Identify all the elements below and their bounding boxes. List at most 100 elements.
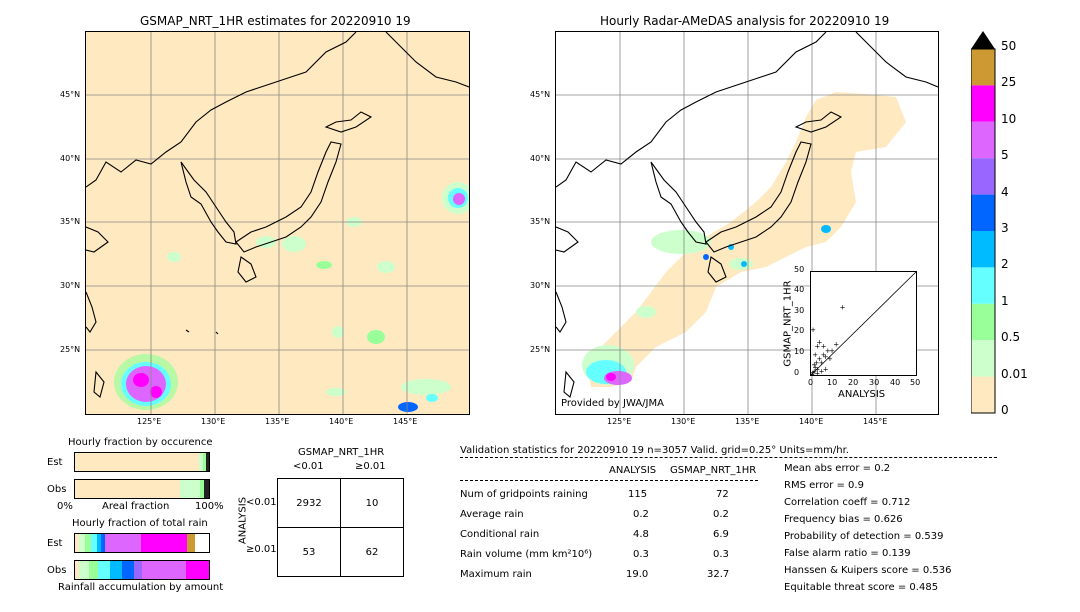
scatter-ytick: 0 — [794, 368, 800, 377]
scatter-point: + — [811, 361, 817, 369]
validation-col-divider — [460, 480, 758, 481]
left-lat-label: 25°N — [60, 345, 81, 354]
left-lon-label: 140°E — [329, 417, 354, 426]
scatter-ytick: 20 — [794, 326, 805, 335]
scatter-point: + — [827, 355, 833, 363]
scatter-point: + — [823, 365, 829, 373]
contingency-cell: 2932 — [277, 478, 341, 528]
scatter-point: + — [833, 341, 839, 349]
occurrence-row-obs: Obs — [47, 484, 67, 495]
colorbar-segment — [971, 85, 995, 122]
right-lon-label: 135°E — [735, 417, 760, 426]
occurrence-axis-left: 0% — [57, 501, 73, 512]
scatter-xtick: 40 — [890, 378, 901, 387]
right-lon-label: 130°E — [671, 417, 696, 426]
contingency-cell: 53 — [277, 527, 341, 577]
score: Frequency bias = 0.626 — [784, 514, 903, 525]
scatter-point: + — [823, 353, 829, 361]
colorbar-label: 2 — [1001, 257, 1009, 272]
stat-analysis: 0.2 — [633, 509, 649, 520]
occurrence-axis-mid: Areal fraction — [102, 501, 170, 512]
left-map — [85, 31, 470, 415]
scatter-xtick: 10 — [827, 378, 838, 387]
radar-credit: Provided by JWA/JMA — [561, 398, 664, 409]
score: RMS error = 0.9 — [784, 480, 864, 491]
scatter-point: + — [840, 304, 846, 312]
accumulation-title: Hourly fraction of total rain — [72, 518, 208, 529]
scatter-point: + — [816, 355, 822, 363]
left-lat-label: 40°N — [60, 154, 81, 163]
colorbar-segment — [971, 376, 995, 413]
right-lon-label: 140°E — [799, 417, 824, 426]
contingency-col-ge: ≥0.01 — [355, 461, 386, 472]
right-lat-label: 40°N — [530, 154, 551, 163]
colorbar-label: 4 — [1001, 184, 1009, 199]
colorbar-segment — [971, 267, 995, 304]
scatter-point: + — [819, 367, 825, 375]
stat-analysis: 0.3 — [633, 549, 649, 560]
left-coastlines — [86, 32, 469, 398]
left-lat-label: 30°N — [60, 281, 81, 290]
colorbar-segment — [971, 194, 995, 231]
score: False alarm ratio = 0.139 — [784, 548, 911, 559]
stat-label: Conditional rain — [460, 529, 540, 540]
right-lat-label: 45°N — [530, 90, 551, 99]
validation-header: Validation statistics for 20220910 19 n=… — [460, 445, 849, 456]
right-lon-label: 125°E — [607, 417, 632, 426]
scatter-point: + — [811, 369, 816, 375]
colorbar-svg — [970, 31, 996, 414]
left-map-title: GSMAP_NRT_1HR estimates for 20220910 19 — [140, 14, 411, 28]
scatter-point: + — [811, 371, 815, 375]
scatter-point: + — [813, 359, 819, 367]
left-lon-label: 125°E — [137, 417, 162, 426]
colorbar-label: 0.5 — [1001, 330, 1021, 345]
stat-analysis: 4.8 — [633, 529, 649, 540]
scatter-ytick: 30 — [794, 306, 805, 315]
colorbar-segment — [971, 49, 995, 86]
right-coastlines — [556, 32, 938, 398]
score: Probability of detection = 0.539 — [784, 531, 944, 542]
colorbar-segment — [971, 340, 995, 377]
stat-gsmap: 0.3 — [713, 549, 729, 560]
scatter-ytick: 10 — [794, 347, 805, 356]
accumulation-row-est: Est — [47, 538, 63, 549]
scatter-point: + — [825, 347, 831, 355]
scatter-xtick: 0 — [808, 378, 814, 387]
colorbar-segment — [971, 121, 995, 159]
colorbar-label: 0 — [1001, 403, 1009, 417]
scatter-inset: + + + + + + + + + + + + + + + + + + + + + + + + — [810, 271, 917, 376]
scatter-point: + — [811, 326, 816, 334]
scatter-point: + — [814, 343, 820, 351]
left-map-canvas — [86, 32, 469, 414]
scatter-point: + — [821, 351, 827, 359]
occurrence-title: Hourly fraction by occurence — [68, 437, 213, 448]
contingency-table: 2932 10 53 62 — [277, 478, 404, 577]
stat-gsmap: 6.9 — [713, 529, 729, 540]
accumulation-bar-obs — [74, 560, 210, 580]
scatter-point: + — [821, 343, 827, 351]
scatter-ylabel: GSMAP_NRT_1HR — [782, 280, 794, 367]
colorbar-label: 0.01 — [1001, 366, 1028, 381]
occurrence-row-est: Est — [47, 457, 63, 468]
left-lon-label: 145°E — [393, 417, 418, 426]
validation-col-analysis: ANALYSIS — [609, 465, 657, 476]
scatter-plot: ++++++++++++++++++++++++ — [811, 272, 916, 375]
right-coverage — [582, 92, 906, 387]
colorbar-segment — [971, 303, 995, 341]
colorbar-segment — [971, 231, 995, 268]
right-map-title: Hourly Radar-AMeDAS analysis for 2022091… — [600, 14, 890, 28]
stat-label: Average rain — [460, 509, 524, 520]
accumulation-row-obs: Obs — [47, 565, 67, 576]
colorbar — [970, 31, 997, 419]
scatter-point: + — [811, 367, 817, 375]
occurrence-bar-obs — [74, 479, 210, 499]
stat-gsmap: 32.7 — [707, 569, 730, 580]
validation-col-gsmap: GSMAP_NRT_1HR — [670, 465, 757, 476]
contingency-cell: 10 — [340, 478, 404, 528]
scatter-xlabel: ANALYSIS — [838, 389, 886, 400]
scatter-ytick: 50 — [794, 265, 805, 274]
colorbar-label: 25 — [1001, 75, 1017, 90]
occurrence-bar-est — [74, 452, 210, 472]
contingency-cell: 62 — [340, 527, 404, 577]
colorbar-label: 10 — [1001, 111, 1017, 126]
